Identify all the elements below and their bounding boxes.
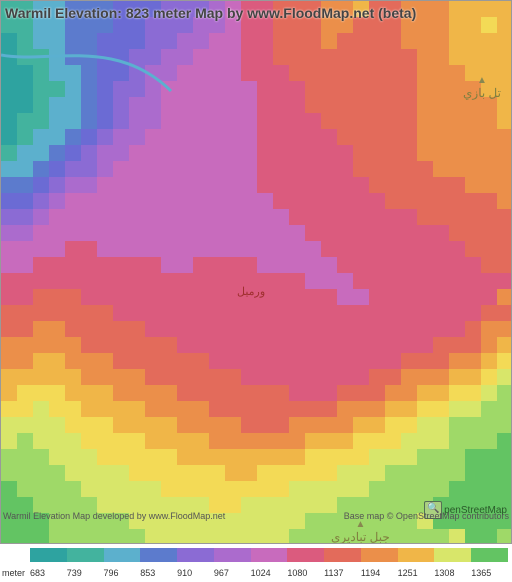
legend-value: 683 xyxy=(30,568,67,578)
legend-value: 1194 xyxy=(361,568,398,578)
legend-labels: meter 6837397968539109671024108011371194… xyxy=(0,568,508,578)
legend-segment xyxy=(361,548,398,562)
legend-value: 1137 xyxy=(324,568,361,578)
legend-segment xyxy=(324,548,361,562)
legend-value: 853 xyxy=(140,568,177,578)
legend-value: 1080 xyxy=(287,568,324,578)
legend-segment xyxy=(434,548,471,562)
footer-credit-right: Base map © OpenStreetMap contributors xyxy=(344,511,509,521)
peak-label: جبل تباديري xyxy=(331,519,390,544)
legend-segment xyxy=(30,548,67,562)
legend-unit: meter xyxy=(0,568,30,578)
legend-value: 1365 xyxy=(471,568,508,578)
legend-value: 1308 xyxy=(434,568,471,578)
peak-label: تل بازي xyxy=(463,75,501,100)
legend-value: 796 xyxy=(104,568,141,578)
legend-segment xyxy=(177,548,214,562)
legend-segment xyxy=(104,548,141,562)
place-label: ورميل xyxy=(237,285,265,298)
legend-segment xyxy=(471,548,508,562)
legend-value: 1251 xyxy=(398,568,435,578)
elevation-map: Warmil Elevation: 823 meter Map by www.F… xyxy=(0,0,512,544)
legend-segment xyxy=(398,548,435,562)
legend-segment xyxy=(214,548,251,562)
legend-value: 910 xyxy=(177,568,214,578)
map-title: Warmil Elevation: 823 meter Map by www.F… xyxy=(5,5,416,21)
legend-value: 967 xyxy=(214,568,251,578)
legend-segment xyxy=(287,548,324,562)
color-legend: meter 6837397968539109671024108011371194… xyxy=(0,544,512,582)
legend-value: 739 xyxy=(67,568,104,578)
legend-segment xyxy=(251,548,288,562)
legend-segment xyxy=(140,548,177,562)
legend-colorbar xyxy=(30,548,508,562)
footer-credit-left: Warmil Elevation Map developed by www.Fl… xyxy=(3,511,225,521)
legend-segment xyxy=(67,548,104,562)
legend-value: 1024 xyxy=(251,568,288,578)
